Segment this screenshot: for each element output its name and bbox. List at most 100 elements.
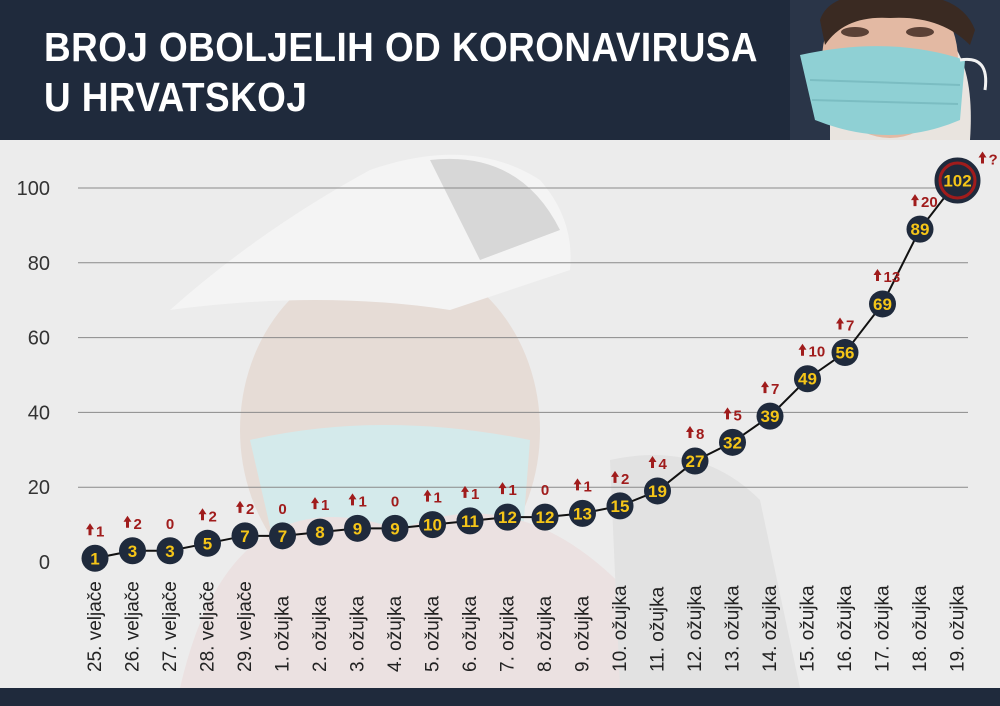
increase-indicator: 1 (498, 482, 517, 499)
increase-label: 7 (846, 318, 854, 335)
data-point (381, 514, 409, 542)
data-point (869, 290, 896, 318)
increase-indicator: 2 (123, 515, 142, 533)
x-tick-label: 29. veljače (235, 581, 256, 672)
x-tick-label: 17. ožujka (873, 585, 894, 672)
data-label: 102 (943, 172, 971, 191)
data-label: 10 (423, 516, 442, 535)
x-tick-label: 16. ožujka (835, 585, 856, 672)
data-label: 69 (873, 295, 892, 314)
data-point (794, 365, 821, 393)
data-label: 3 (165, 542, 174, 561)
data-point (531, 503, 559, 531)
increase-label: 1 (584, 478, 592, 495)
data-label: 15 (611, 497, 630, 516)
increase-label: 2 (134, 516, 142, 533)
increase-label: 13 (884, 269, 901, 286)
y-tick-label: 20 (28, 477, 50, 499)
data-point (831, 339, 859, 367)
increase-indicator: 1 (461, 485, 479, 503)
x-tick-label: 28. veljače (198, 581, 219, 672)
up-arrow-icon (836, 317, 844, 330)
data-point (756, 402, 784, 430)
increase-indicator: 13 (873, 268, 901, 286)
x-tick-label: 12. ožujka (685, 585, 706, 672)
data-label: 19 (648, 482, 667, 501)
y-tick-label: 100 (17, 178, 50, 200)
increase-label: 0 (541, 482, 549, 499)
up-arrow-icon (86, 523, 94, 536)
increase-indicator: 1 (423, 489, 442, 507)
up-arrow-icon (198, 508, 207, 521)
up-arrow-icon (761, 381, 769, 394)
data-point (419, 511, 446, 539)
data-point (719, 428, 746, 456)
x-tick-label: 15. ožujka (798, 585, 819, 672)
bottom-bar (0, 688, 1000, 706)
increase-label: 5 (734, 407, 742, 424)
data-point (81, 544, 109, 572)
increase-label: 10 (809, 344, 826, 361)
x-tick-label: 3. ožujka (348, 596, 369, 672)
data-label: 9 (353, 519, 362, 538)
data-label: 3 (128, 542, 137, 561)
data-label: 13 (573, 504, 592, 523)
up-arrow-icon (236, 500, 244, 513)
increase-label: 1 (434, 490, 442, 507)
data-point (681, 447, 709, 475)
data-point (456, 507, 484, 535)
data-label: 56 (836, 344, 855, 363)
background-photo (0, 140, 1000, 688)
up-arrow-icon (648, 455, 657, 468)
data-label: 39 (761, 407, 780, 426)
increase-label: 0 (166, 516, 174, 533)
increase-indicator: 2 (236, 500, 254, 518)
up-arrow-icon (348, 493, 357, 506)
data-point (644, 477, 671, 505)
data-label: 89 (911, 220, 930, 239)
increase-label: 2 (621, 471, 629, 488)
title-line-2: U HRVATSKOJ (44, 74, 308, 120)
x-tick-label: 26. veljače (123, 581, 144, 672)
data-point (156, 537, 184, 565)
up-arrow-icon (573, 478, 582, 491)
increase-indicator: 8 (686, 426, 704, 443)
header: BROJ OBOLJELIH OD KORONAVIRUSA U HRVATSK… (0, 0, 1000, 140)
x-tick-label: 25. veljače (85, 581, 106, 672)
increase-label: 1 (321, 497, 329, 514)
data-label: 11 (461, 512, 479, 531)
data-point (569, 499, 596, 527)
data-point (231, 522, 259, 550)
x-tick-label: 6. ožujka (460, 596, 481, 672)
increase-indicator: 4 (648, 455, 668, 473)
increase-indicator: 10 (798, 343, 826, 361)
up-arrow-icon (978, 151, 987, 164)
increase-label: 1 (509, 482, 517, 499)
increase-indicator: 2 (198, 508, 217, 525)
increase-indicator: 2 (611, 470, 629, 488)
up-arrow-icon (911, 194, 919, 207)
data-label: 1 (90, 549, 99, 568)
data-label: 9 (390, 519, 399, 538)
up-arrow-icon (461, 485, 469, 498)
data-point-inner (941, 164, 974, 197)
x-tick-label: 19. ožujka (948, 585, 969, 672)
up-arrow-icon (123, 515, 132, 528)
x-tick-label: 13. ožujka (723, 585, 744, 672)
increase-label: 1 (471, 486, 479, 503)
data-label: 7 (278, 527, 287, 546)
masked-man-photo (790, 0, 1000, 140)
y-tick-label: 0 (39, 552, 50, 574)
data-label: 49 (798, 370, 817, 389)
increase-label: 8 (696, 426, 704, 443)
x-tick-label: 18. ožujka (910, 585, 931, 672)
data-point (906, 215, 934, 243)
up-arrow-icon (686, 426, 694, 439)
increase-label: 20 (921, 194, 938, 211)
increase-label: 1 (359, 493, 367, 510)
increase-label: 1 (96, 523, 104, 540)
up-arrow-icon (498, 482, 507, 495)
x-tick-label: 2. ožujka (310, 596, 331, 672)
chart-area (0, 140, 1000, 688)
increase-indicator: 1 (311, 497, 329, 514)
